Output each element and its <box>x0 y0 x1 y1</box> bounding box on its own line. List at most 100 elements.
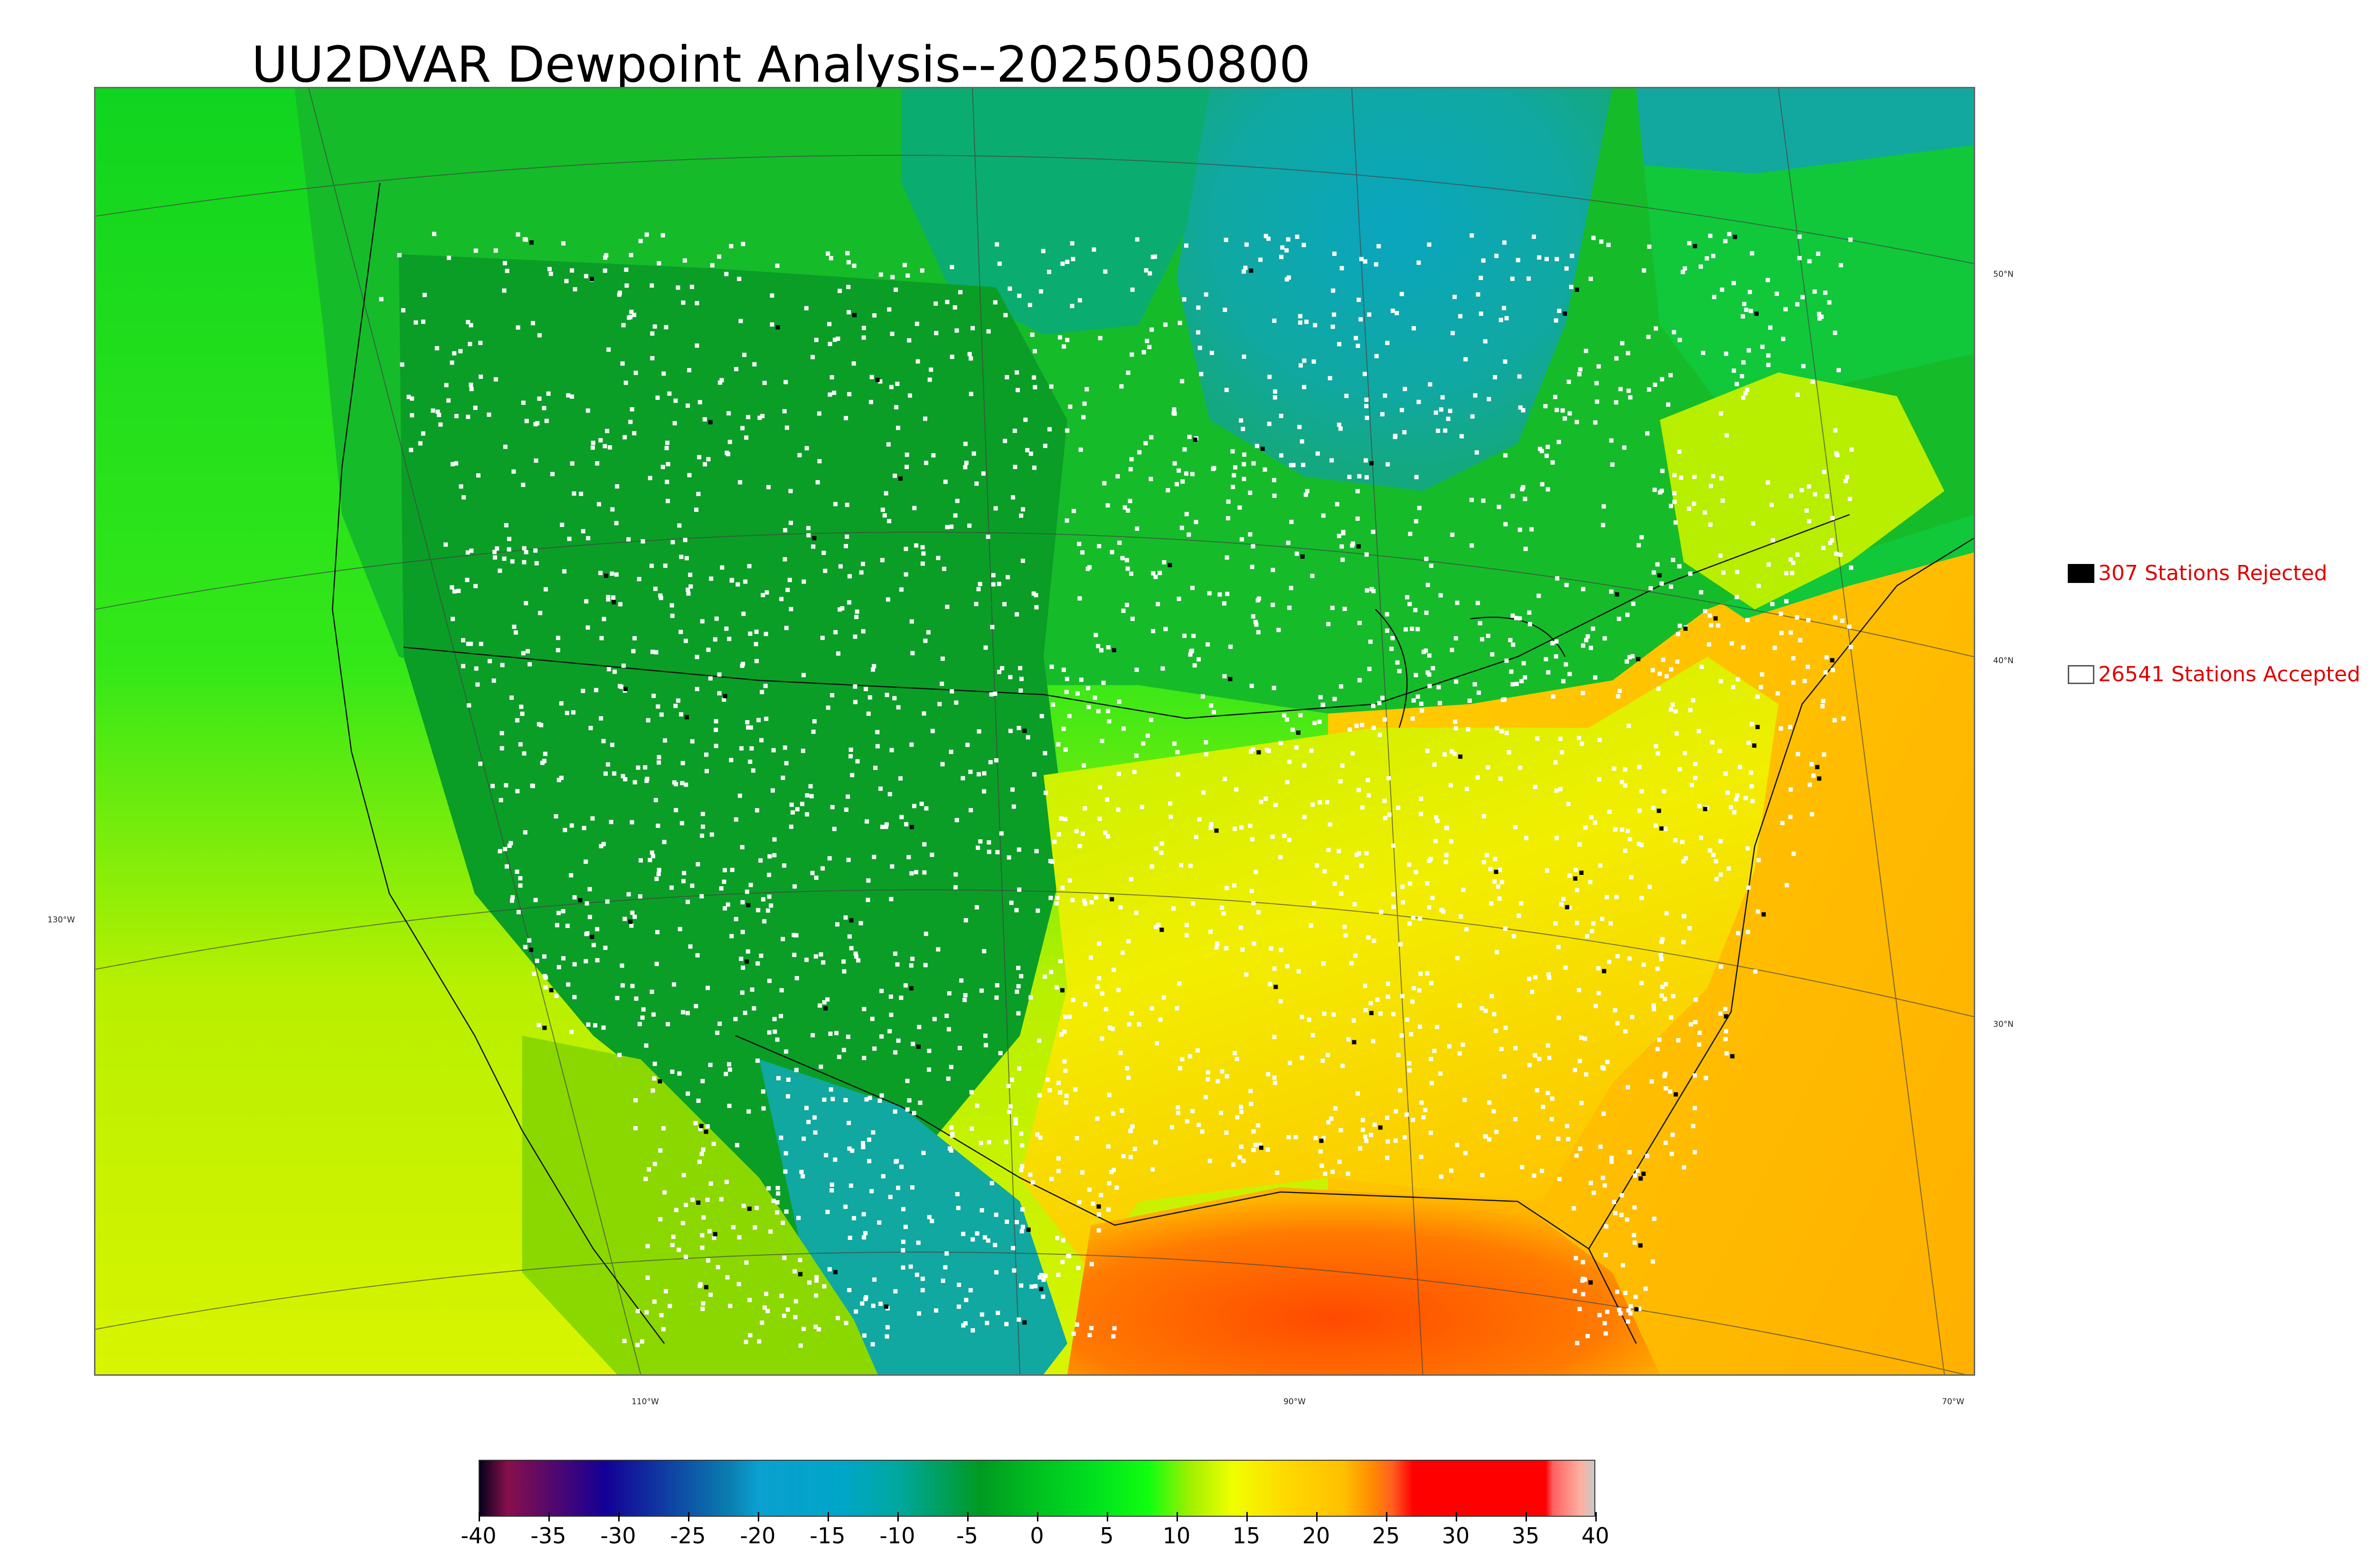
station-marker <box>725 902 730 907</box>
station-marker <box>850 1148 855 1153</box>
station-marker <box>1344 875 1349 880</box>
station-marker <box>507 844 512 848</box>
station-marker <box>1250 837 1255 842</box>
rejected-station-marker <box>1724 1014 1728 1019</box>
station-marker <box>1144 268 1149 273</box>
station-marker <box>985 1321 989 1325</box>
station-marker <box>1355 516 1360 521</box>
station-marker <box>995 242 999 247</box>
station-marker <box>879 1093 884 1098</box>
station-marker <box>1475 601 1480 605</box>
station-marker <box>1691 698 1696 703</box>
station-marker <box>1771 538 1775 543</box>
station-marker <box>1017 1066 1022 1071</box>
station-marker <box>1298 363 1303 368</box>
station-marker <box>1166 488 1170 493</box>
colorbar-tick <box>688 1512 689 1521</box>
station-marker <box>1628 837 1632 842</box>
station-marker <box>1470 414 1475 419</box>
station-marker <box>997 582 1001 586</box>
station-marker <box>635 1309 640 1314</box>
station-marker <box>651 694 656 698</box>
station-marker <box>767 978 772 983</box>
station-marker <box>706 457 711 461</box>
station-marker <box>838 564 843 569</box>
station-marker <box>1650 1259 1655 1264</box>
station-marker <box>744 1260 749 1265</box>
station-marker <box>522 751 527 756</box>
station-marker <box>1784 883 1789 888</box>
station-marker <box>1194 520 1198 525</box>
station-marker <box>1461 888 1466 892</box>
station-marker <box>1242 269 1246 274</box>
station-marker <box>1647 244 1652 249</box>
station-marker <box>1385 340 1390 345</box>
station-marker <box>1464 787 1469 791</box>
station-marker <box>650 1088 655 1093</box>
station-marker <box>866 711 871 716</box>
station-marker <box>621 323 626 328</box>
station-marker <box>1385 1116 1390 1120</box>
station-marker <box>1564 582 1569 587</box>
station-marker <box>1296 969 1301 974</box>
station-marker <box>1509 669 1514 674</box>
rejected-station-marker <box>723 694 727 698</box>
station-marker <box>674 1208 678 1212</box>
station-marker <box>1728 805 1733 809</box>
station-marker <box>1140 805 1144 809</box>
station-marker <box>761 1106 766 1111</box>
station-marker <box>1077 596 1082 601</box>
station-marker <box>1625 1217 1630 1222</box>
station-marker <box>1749 770 1753 775</box>
station-marker <box>888 1194 893 1199</box>
station-marker <box>1628 395 1633 400</box>
station-marker <box>970 326 975 330</box>
station-marker <box>881 1174 886 1179</box>
station-marker <box>736 1282 741 1286</box>
station-marker <box>503 847 508 852</box>
station-marker <box>630 820 634 825</box>
station-marker <box>757 415 762 420</box>
dewpoint-map[interactable] <box>94 87 1975 1376</box>
station-marker <box>947 991 951 995</box>
station-marker <box>872 664 876 668</box>
station-marker <box>1190 585 1195 590</box>
station-marker <box>1302 763 1307 768</box>
station-marker <box>1337 534 1341 538</box>
station-marker <box>909 871 914 876</box>
station-marker <box>658 593 663 598</box>
station-marker <box>1098 336 1102 340</box>
station-marker <box>605 429 610 433</box>
station-marker <box>1238 925 1243 930</box>
station-marker <box>670 1243 675 1248</box>
station-marker <box>1450 749 1454 754</box>
station-marker <box>1049 1177 1054 1182</box>
station-marker <box>1176 1110 1180 1115</box>
station-marker <box>946 1027 951 1032</box>
station-marker <box>421 319 425 324</box>
station-marker <box>1364 404 1369 408</box>
station-marker <box>1845 475 1849 479</box>
station-marker <box>1396 805 1401 810</box>
station-marker <box>677 523 682 528</box>
station-marker <box>1418 971 1423 976</box>
station-marker <box>1488 867 1493 872</box>
station-marker <box>1652 488 1657 492</box>
station-marker <box>1630 1014 1634 1019</box>
station-marker <box>1184 243 1188 248</box>
station-marker <box>1107 1181 1112 1186</box>
station-marker <box>1492 1012 1497 1016</box>
station-marker <box>1240 948 1245 952</box>
station-marker <box>963 441 968 446</box>
station-marker <box>1121 1154 1126 1159</box>
station-marker <box>666 462 670 467</box>
station-marker <box>1494 254 1499 258</box>
station-marker <box>636 765 641 770</box>
station-marker <box>1092 247 1096 252</box>
station-marker <box>1589 1181 1593 1185</box>
station-marker <box>1560 408 1565 413</box>
station-marker <box>836 336 840 341</box>
station-marker <box>1560 750 1564 755</box>
station-marker <box>1596 364 1601 369</box>
station-marker <box>1618 1311 1623 1316</box>
